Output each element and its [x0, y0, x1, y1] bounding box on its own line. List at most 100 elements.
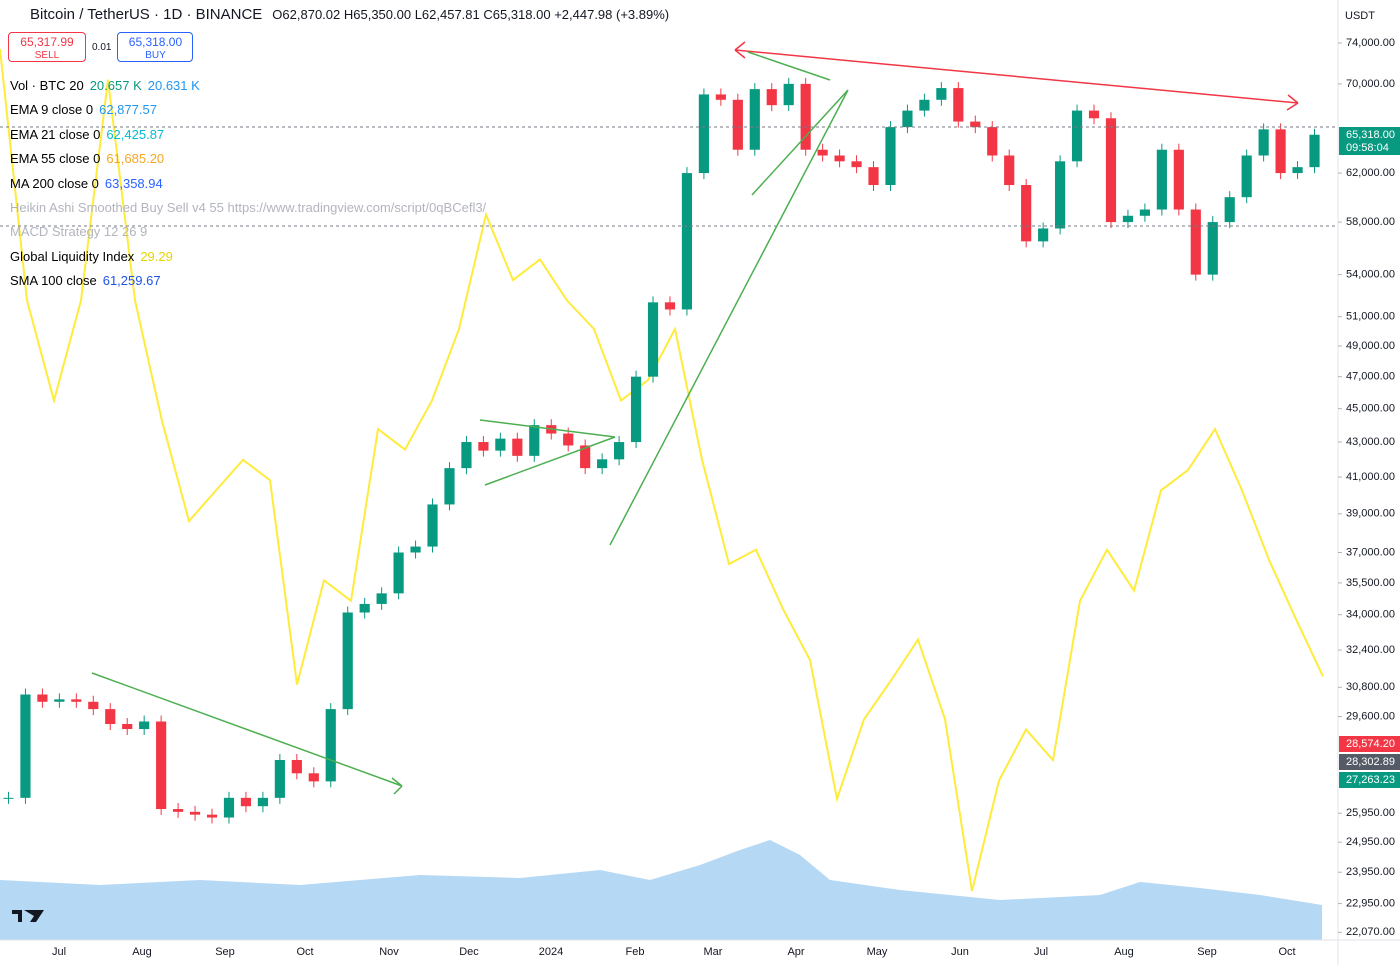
candle [173, 809, 184, 812]
candle [1139, 209, 1150, 216]
candle [1292, 167, 1303, 174]
candle [1122, 215, 1134, 223]
buy-price: 65,318.00 [128, 35, 183, 49]
candle [868, 167, 879, 186]
y-tick-label: 22,070.00 [1346, 926, 1395, 938]
y-tick-label: 45,000.00 [1346, 403, 1395, 415]
candle [817, 149, 828, 156]
y-tick-label: 47,000.00 [1346, 371, 1395, 383]
trend-line [734, 41, 1299, 111]
y-tick-label: 29,600.00 [1346, 710, 1395, 722]
trade-panel: 65,317.99 SELL 0.01 65,318.00 BUY [8, 32, 194, 62]
candle [597, 459, 608, 469]
candle [88, 701, 99, 710]
candle [122, 724, 133, 730]
indicator-row: MA 200 close 0 63,358.94 [10, 172, 486, 196]
y-tick-label: 70,000.00 [1346, 78, 1395, 90]
candle [478, 442, 489, 451]
sell-button[interactable]: 65,317.99 SELL [8, 32, 86, 62]
x-tick-label: Aug [1114, 946, 1134, 958]
candle [614, 442, 625, 460]
indicator-value: 20.657 K [89, 78, 142, 93]
candle [563, 433, 574, 446]
candle [1275, 129, 1286, 174]
symbol: Bitcoin / TetherUS · 1D · BINANCE [30, 6, 263, 23]
candle [1241, 155, 1252, 198]
candle [1190, 209, 1201, 275]
candle [156, 721, 167, 810]
indicator-row: Heikin Ashi Smoothed Buy Sell v4 55 http… [10, 196, 486, 220]
candle [512, 438, 523, 456]
indicator-legend: Vol · BTC 20 20.657 K 20.631 K EMA 9 close … [10, 74, 486, 294]
indicator-row: Vol · BTC 20 20.657 K 20.631 K [10, 74, 486, 98]
x-tick-label: Mar [704, 946, 723, 958]
indicator-name: Heikin Ashi Smoothed Buy Sell v4 55 http… [10, 200, 487, 216]
candle [664, 302, 676, 310]
candle [580, 445, 591, 469]
indicator-row: Global Liquidity Index 29.29 [10, 245, 486, 269]
candle [970, 121, 981, 128]
indicator-value: 63,358.94 [104, 175, 163, 191]
candle [257, 797, 268, 807]
last-price-tag [1339, 127, 1400, 155]
y-tick-label: 37,000.00 [1346, 546, 1395, 558]
price-tag [1339, 772, 1400, 788]
plot [0, 48, 1324, 892]
price-tag [1339, 736, 1400, 752]
indicator-value: 62,425.87 [106, 126, 165, 142]
buy-button[interactable]: 65,318.00 BUY [117, 32, 194, 62]
candle [105, 709, 116, 725]
x-tick-label: Dec [459, 946, 479, 958]
y-tick-label: 34,000.00 [1346, 609, 1395, 621]
candle [834, 155, 845, 162]
candle [376, 593, 387, 604]
y-tick-label: 35,500.00 [1346, 577, 1395, 589]
y-tick-label: 51,000.00 [1346, 311, 1395, 323]
indicator-row: SMA 100 close 61,259.67 [10, 269, 486, 293]
candle [732, 99, 743, 150]
indicator-name: MACD Strategy 12 26 9 [10, 224, 148, 240]
candle [1088, 110, 1100, 119]
candle [1224, 197, 1235, 223]
y-tick-label: 32,400.00 [1346, 644, 1395, 656]
candle [189, 811, 201, 815]
x-tick-label: Sep [215, 946, 235, 958]
candle [342, 612, 353, 710]
candle [919, 99, 930, 111]
candle [325, 709, 336, 782]
trend-line [91, 51, 849, 795]
indicator-value: 61,685.20 [106, 151, 165, 167]
indicator-name: Global Liquidity Index [10, 248, 135, 264]
candle [20, 694, 31, 798]
x-tick-label: Oct [296, 946, 313, 958]
y-tick-label: 39,000.00 [1346, 508, 1395, 520]
candle [1021, 185, 1032, 242]
candle [902, 110, 913, 128]
y-tick-label: 24,950.00 [1346, 836, 1395, 848]
candle [715, 94, 726, 100]
x-tick-label: May [867, 946, 888, 958]
indicator-name: Vol · BTC 20 [10, 78, 84, 93]
candle [308, 773, 319, 782]
y-tick-label: 62,000.00 [1346, 167, 1395, 179]
candle [647, 302, 659, 377]
y-tick-label: 23,950.00 [1346, 866, 1395, 878]
candle [444, 468, 455, 505]
candle [885, 127, 896, 186]
header: Bitcoin / TetherUS · 1D · BINANCE O62,870… [30, 6, 679, 23]
price-tag-label: 28,574.20 [1346, 738, 1395, 750]
candle [461, 442, 472, 469]
y-tick-label: 30,800.00 [1346, 681, 1395, 693]
sell-price: 65,317.99 [20, 35, 74, 49]
indicator-value: 29.29 [140, 248, 173, 264]
price-tag-label: 28,302.89 [1346, 756, 1395, 768]
currency: USDT [1345, 10, 1375, 22]
candle [1156, 149, 1167, 210]
y-tick-label: 41,000.00 [1346, 471, 1395, 483]
y-tick-label: 74,000.00 [1346, 37, 1395, 49]
x-tick-label: Apr [787, 946, 804, 958]
candle [630, 376, 642, 443]
candle [800, 83, 811, 150]
spread: 0.01 [92, 41, 112, 53]
